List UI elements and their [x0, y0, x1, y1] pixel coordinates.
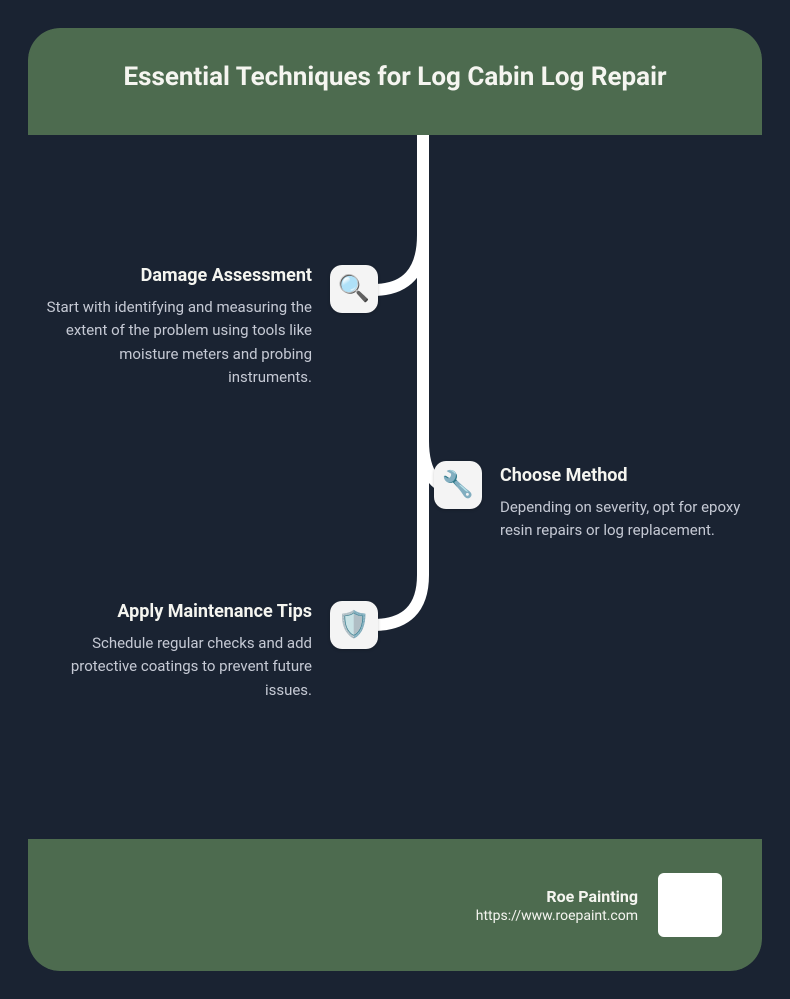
step-title: Choose Method [500, 465, 762, 486]
flow-content: 🔍 Damage Assessment Start with identifying… [28, 135, 762, 835]
step-text: Apply Maintenance Tips Schedule regular c… [38, 601, 312, 702]
step-desc: Schedule regular checks and add protecti… [38, 632, 312, 702]
magnifier-icon: 🔍 [330, 265, 378, 313]
step-text: Choose Method Depending on severity, opt … [500, 465, 762, 543]
step-desc: Start with identifying and measuring the… [38, 296, 312, 389]
flow-step: 🛡️ Apply Maintenance Tips Schedule regular… [38, 601, 378, 702]
step-text: Damage Assessment Start with identifying … [38, 265, 312, 389]
footer-text: Roe Painting https://www.roepaint.com [476, 887, 638, 924]
shield-icon: 🛡️ [330, 601, 378, 649]
page-title: Essential Techniques for Log Cabin Log R… [68, 60, 722, 95]
footer-panel: Roe Painting https://www.roepaint.com [28, 839, 762, 971]
wrench-icon: 🔧 [434, 461, 482, 509]
flow-step: 🔧Choose MethodDepending on severity, opt… [434, 465, 762, 543]
flow-step: 🔍 Damage Assessment Start with identifying… [38, 265, 378, 389]
step-title: Apply Maintenance Tips [38, 601, 312, 622]
logo-placeholder [658, 873, 722, 937]
footer-url: https://www.roepaint.com [476, 908, 638, 924]
infographic-card: Essential Techniques for Log Cabin Log R… [28, 28, 762, 971]
step-title: Damage Assessment [38, 265, 312, 286]
header-panel: Essential Techniques for Log Cabin Log R… [28, 28, 762, 135]
step-desc: Depending on severity, opt for epoxy res… [500, 496, 762, 543]
footer-name: Roe Painting [476, 887, 638, 906]
